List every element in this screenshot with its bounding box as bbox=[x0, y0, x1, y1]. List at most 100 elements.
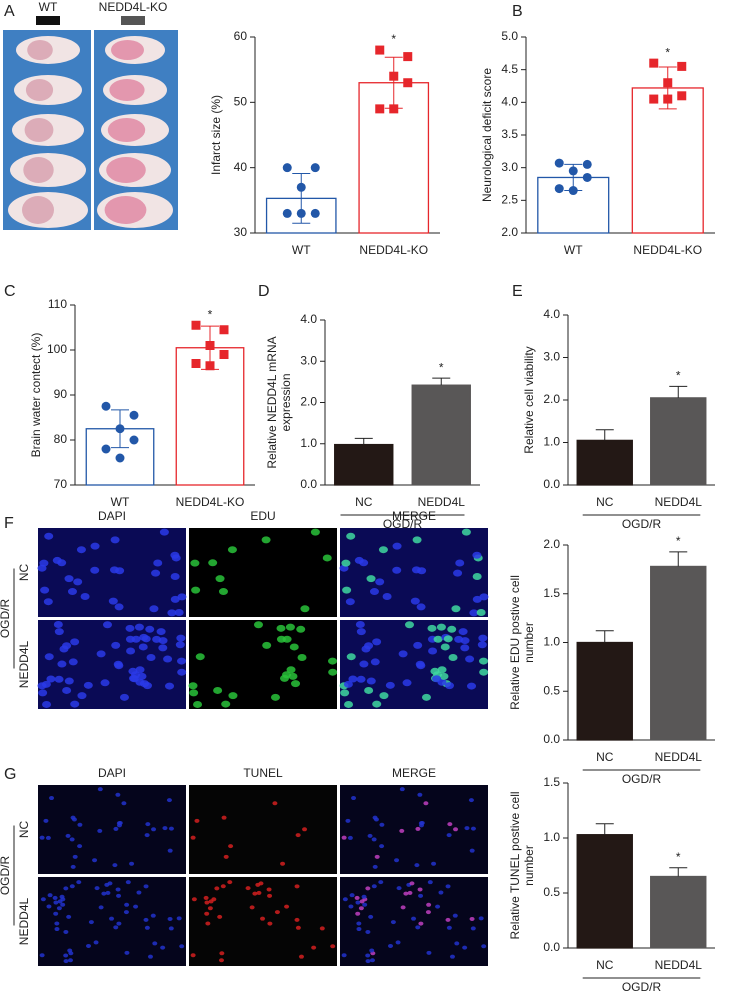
data-point bbox=[115, 424, 125, 434]
nucleus bbox=[409, 881, 415, 886]
nucleus bbox=[86, 943, 92, 948]
data-point bbox=[191, 359, 201, 368]
nucleus bbox=[227, 880, 233, 885]
nucleus bbox=[415, 925, 421, 930]
nucleus bbox=[56, 906, 62, 911]
data-point bbox=[101, 444, 111, 454]
nucleus bbox=[267, 893, 273, 898]
micrograph bbox=[189, 528, 337, 617]
nucleus bbox=[158, 637, 168, 645]
nucleus bbox=[346, 532, 356, 540]
nucleus bbox=[369, 948, 375, 953]
panel-letter: F bbox=[4, 515, 14, 532]
nucleus bbox=[461, 528, 471, 536]
nucleus bbox=[228, 844, 234, 849]
nucleus bbox=[205, 921, 211, 926]
nucleus bbox=[431, 861, 437, 866]
nucleus bbox=[252, 891, 258, 896]
infarct bbox=[107, 118, 146, 142]
nucleus bbox=[300, 605, 310, 613]
nucleus bbox=[159, 528, 169, 536]
nucleus bbox=[270, 693, 280, 701]
nucleus bbox=[479, 668, 489, 676]
nucleus bbox=[113, 826, 119, 831]
nucleus bbox=[121, 801, 127, 806]
y-tick-label: 2.0 bbox=[300, 395, 317, 409]
nucleus bbox=[114, 662, 124, 670]
significance-mark: * bbox=[439, 360, 444, 374]
micrograph bbox=[38, 785, 186, 874]
nucleus bbox=[167, 916, 173, 921]
nucleus bbox=[115, 887, 121, 892]
nucleus bbox=[60, 902, 66, 907]
x-tick-label: NC bbox=[596, 958, 614, 972]
nucleus bbox=[71, 817, 77, 822]
nucleus bbox=[223, 854, 229, 859]
photo-label: WT bbox=[39, 0, 58, 14]
nucleus bbox=[167, 848, 173, 853]
nucleus bbox=[189, 689, 199, 697]
nucleus bbox=[135, 666, 145, 674]
micrograph bbox=[189, 785, 337, 874]
nucleus bbox=[418, 823, 424, 828]
nucleus bbox=[221, 700, 231, 708]
nucleus bbox=[372, 700, 382, 708]
micrograph bbox=[189, 620, 337, 709]
nucleus bbox=[356, 927, 362, 932]
label-swatch bbox=[36, 16, 60, 25]
nucleus bbox=[445, 884, 451, 889]
nucleus bbox=[449, 954, 455, 959]
y-tick-label: 4.0 bbox=[300, 312, 317, 326]
y-tick-label: 0.0 bbox=[300, 477, 317, 491]
nucleus bbox=[191, 897, 197, 902]
nucleus bbox=[101, 891, 107, 896]
nucleus bbox=[399, 787, 405, 792]
nucleus bbox=[472, 573, 482, 581]
nucleus bbox=[404, 621, 414, 629]
y-tick-label: 1.5 bbox=[543, 775, 560, 789]
row-label: NEDD4L bbox=[17, 898, 31, 946]
y-tick-label: 3.0 bbox=[501, 160, 518, 174]
y-tick-label: 100 bbox=[47, 342, 67, 356]
infarct bbox=[111, 40, 144, 60]
nucleus bbox=[365, 886, 371, 891]
nucleus bbox=[208, 559, 218, 567]
nucleus bbox=[83, 681, 93, 689]
nucleus bbox=[365, 929, 371, 934]
nucleus bbox=[472, 595, 482, 603]
data-point bbox=[205, 361, 215, 371]
nucleus bbox=[176, 916, 182, 921]
y-tick-label: 110 bbox=[48, 297, 67, 311]
nucleus bbox=[90, 566, 100, 574]
y-axis-label: number bbox=[522, 622, 536, 663]
y-tick-label: 3.0 bbox=[543, 350, 560, 364]
nucleus bbox=[43, 818, 49, 823]
y-tick-label: 4.0 bbox=[543, 307, 560, 321]
data-point bbox=[649, 58, 659, 68]
nucleus bbox=[372, 638, 382, 646]
nucleus bbox=[294, 884, 300, 889]
nucleus bbox=[322, 554, 332, 562]
nucleus bbox=[92, 858, 98, 863]
nucleus bbox=[73, 578, 83, 586]
nucleus bbox=[354, 895, 360, 900]
nucleus bbox=[167, 609, 177, 617]
nucleus bbox=[108, 597, 118, 605]
nucleus bbox=[261, 536, 271, 544]
nucleus bbox=[163, 655, 173, 663]
nucleus bbox=[369, 958, 375, 963]
nucleus bbox=[355, 911, 361, 916]
nucleus bbox=[342, 897, 348, 902]
nucleus bbox=[359, 660, 369, 668]
data-point bbox=[649, 94, 659, 104]
infarct bbox=[106, 157, 146, 183]
nucleus bbox=[41, 680, 51, 688]
nucleus bbox=[344, 700, 354, 708]
bar bbox=[650, 397, 707, 486]
nucleus bbox=[426, 902, 432, 907]
nucleus bbox=[208, 899, 214, 904]
panel-letter: A bbox=[4, 3, 15, 20]
y-axis-label: Relative NEDD4L mRNA bbox=[265, 336, 279, 468]
significance-mark: * bbox=[665, 45, 670, 59]
row-label: NC bbox=[17, 821, 31, 839]
